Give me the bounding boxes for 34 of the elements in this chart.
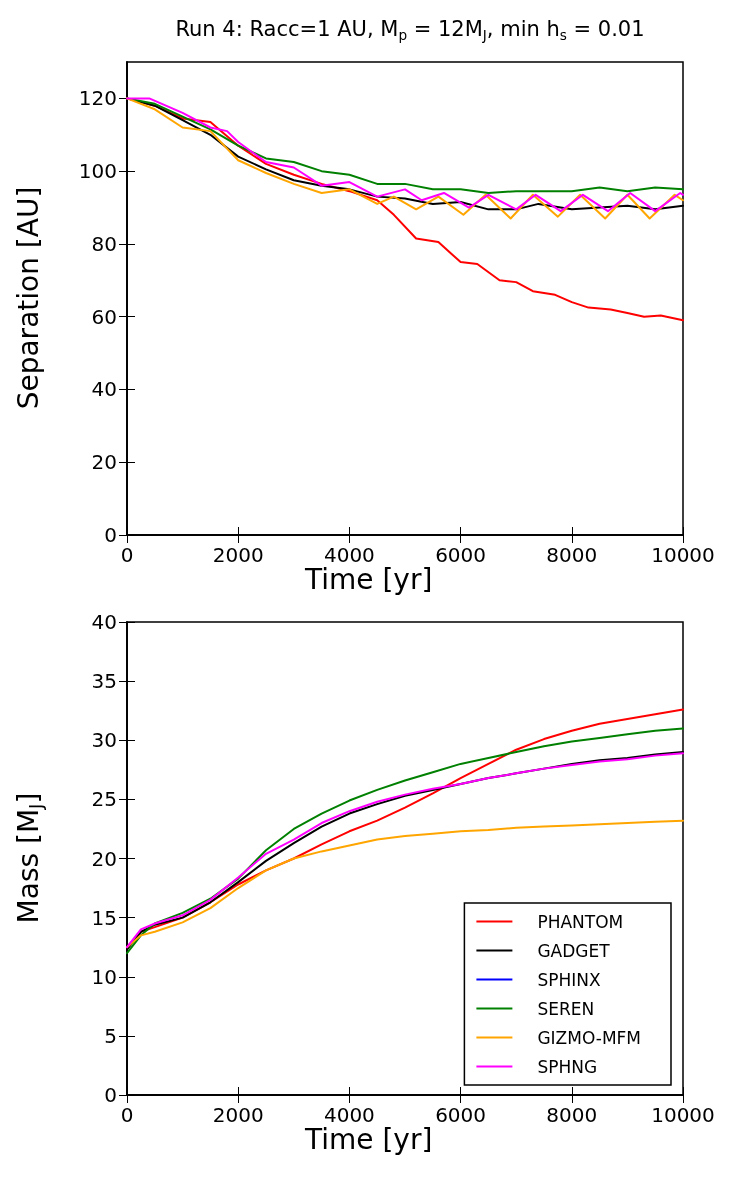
y-tick-label: 40 [91, 610, 117, 634]
y-tick-label: 15 [91, 905, 117, 930]
y-tick-label: 120 [78, 86, 117, 111]
y-tick-label: 20 [91, 846, 117, 871]
legend-label: SEREN [537, 998, 595, 1019]
y-tick-label: 80 [91, 231, 117, 256]
y-tick-label: 100 [78, 159, 117, 184]
legend-label: GADGET [537, 940, 611, 961]
x-tick-label: 8000 [546, 1103, 598, 1127]
x-tick-label: 6000 [435, 1103, 487, 1127]
y-axis-title: Separation [AU] [11, 186, 45, 410]
y-tick-label: 10 [91, 964, 117, 989]
y-tick-label: 60 [91, 304, 117, 329]
y-tick-label: 0 [104, 1083, 117, 1107]
y-tick-label: 25 [91, 787, 117, 812]
x-tick-label: 2000 [212, 1103, 264, 1127]
legend-label: GIZMO-MFM [537, 1027, 642, 1048]
x-tick-label: 2000 [212, 543, 264, 567]
x-tick-label: 8000 [546, 543, 598, 567]
x-tick-label: 6000 [435, 543, 487, 567]
y-axis-title: Mass [MJ] [11, 792, 46, 924]
y-tick-label: 20 [91, 450, 117, 475]
x-tick-label: 10000 [651, 543, 715, 567]
y-tick-label: 0 [104, 523, 117, 547]
x-tick-label: 0 [120, 543, 134, 567]
x-tick-label: 0 [120, 1103, 134, 1127]
y-tick-label: 40 [91, 377, 117, 402]
y-tick-label: 5 [104, 1023, 117, 1048]
legend-label: SPHNG [537, 1056, 598, 1077]
y-tick-label: 35 [91, 669, 117, 694]
y-tick-label: 30 [91, 728, 117, 753]
legend-label: PHANTOM [537, 911, 624, 932]
legend-label: SPHINX [537, 969, 601, 990]
x-tick-label: 10000 [651, 1103, 715, 1127]
